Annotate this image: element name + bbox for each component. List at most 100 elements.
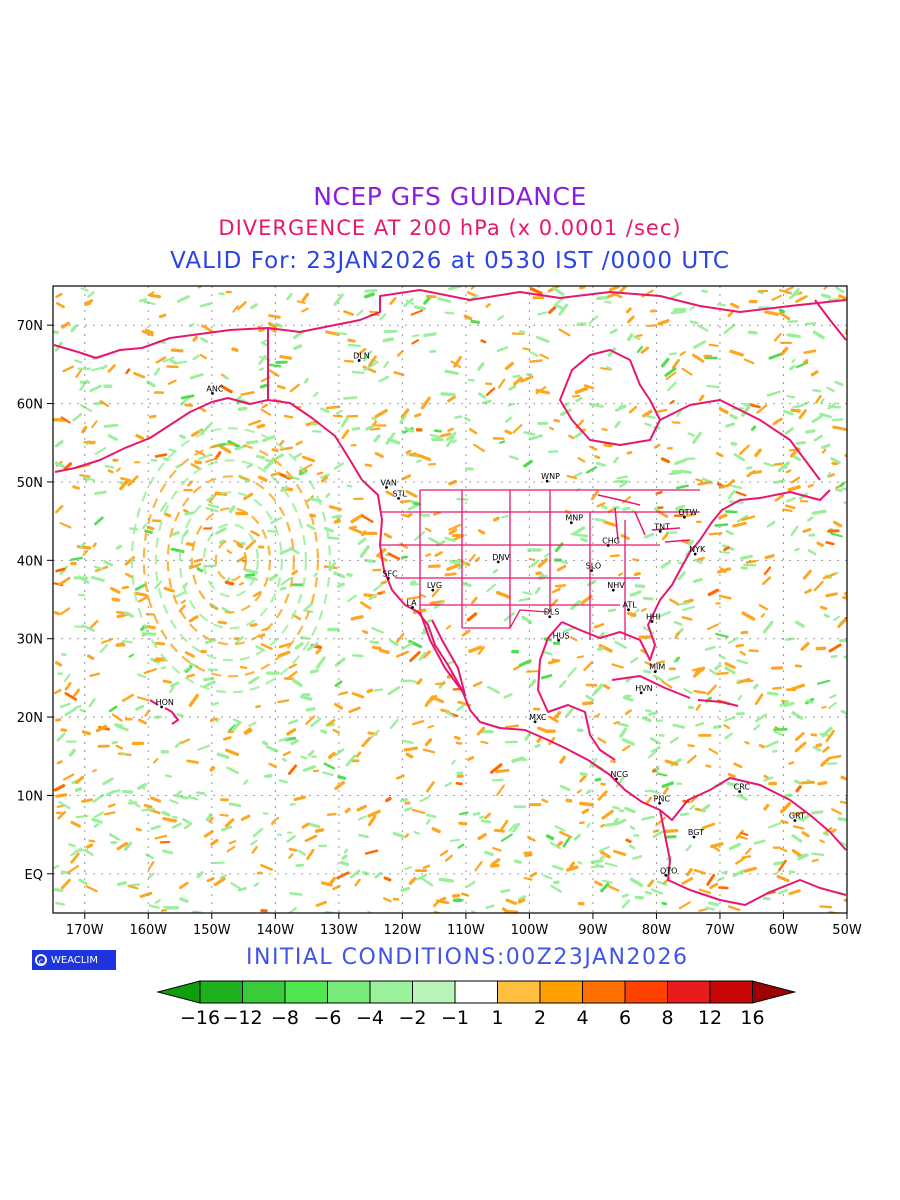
field-streak <box>554 584 567 588</box>
field-streak <box>416 873 428 881</box>
field-streak <box>351 692 365 699</box>
field-streak <box>679 351 686 357</box>
colorbar-box <box>582 980 626 1004</box>
field-streak <box>139 891 153 898</box>
field-streak <box>405 490 418 498</box>
field-streak <box>719 551 731 554</box>
field-streak <box>698 394 705 402</box>
field-streak <box>268 314 281 319</box>
field-streak <box>356 804 368 812</box>
city-dot <box>385 486 388 489</box>
field-streak <box>529 679 537 688</box>
field-streak <box>226 766 240 775</box>
field-streak <box>566 474 578 480</box>
field-streak <box>805 321 817 326</box>
field-streak <box>500 819 509 831</box>
field-streak <box>162 679 172 684</box>
field-streak <box>463 314 473 321</box>
field-streak <box>486 583 497 593</box>
field-streak <box>327 751 336 760</box>
field-streak <box>115 544 122 550</box>
field-streak <box>217 620 227 625</box>
alaska-panhandle <box>267 399 363 481</box>
field-streak <box>562 836 571 848</box>
field-streak <box>537 311 548 316</box>
field-streak <box>186 673 196 678</box>
field-streak <box>708 901 719 907</box>
field-streak <box>405 449 412 454</box>
field-streak <box>492 846 502 852</box>
colorbar-label: −1 <box>441 1007 469 1029</box>
field-streak <box>838 294 847 301</box>
field-streak <box>695 722 705 727</box>
field-streak <box>448 528 458 536</box>
field-streak <box>583 660 594 672</box>
field-streak <box>781 508 793 513</box>
field-streak <box>724 732 734 740</box>
field-streak <box>558 680 567 688</box>
field-streak <box>116 881 128 886</box>
field-streak <box>351 654 364 658</box>
field-streak <box>790 476 801 484</box>
field-streak <box>756 404 768 414</box>
field-streak <box>461 581 472 588</box>
lon-tick-label: 90W <box>578 923 608 938</box>
field-streak <box>393 371 405 377</box>
field-streak <box>480 819 492 824</box>
field-streak <box>55 292 63 299</box>
field-streak <box>679 469 692 475</box>
field-streak <box>832 425 847 431</box>
field-streak <box>116 841 128 851</box>
field-streak <box>357 348 367 356</box>
field-streak <box>424 695 435 708</box>
city-label: HVN <box>635 684 652 693</box>
field-streak <box>378 375 390 383</box>
city-dot <box>615 777 618 781</box>
lat-tick-label: 30N <box>17 633 43 648</box>
field-streak <box>621 737 635 746</box>
field-streak <box>203 830 214 838</box>
field-streak <box>286 293 293 301</box>
field-streak <box>414 413 422 418</box>
field-streak <box>461 892 470 897</box>
field-streak <box>685 513 696 517</box>
field-streak <box>504 909 519 913</box>
field-streak <box>608 885 620 892</box>
field-streak <box>445 660 456 665</box>
field-streak <box>80 287 89 292</box>
field-streak <box>508 384 517 391</box>
field-streak <box>176 713 184 718</box>
field-streak <box>513 859 522 864</box>
field-streak <box>309 669 319 674</box>
field-streak <box>55 302 65 309</box>
swirl-band <box>202 523 259 598</box>
field-streak <box>526 835 536 842</box>
field-streak <box>741 611 756 621</box>
field-streak <box>645 796 653 805</box>
field-streak <box>696 324 709 332</box>
field-streak <box>542 874 553 880</box>
field-streak <box>635 334 643 338</box>
field-streak <box>653 505 660 511</box>
field-streak <box>590 490 599 501</box>
field-streak <box>466 612 478 622</box>
field-streak <box>207 503 220 509</box>
field-streak <box>788 290 801 300</box>
field-streak <box>54 461 65 468</box>
great-lakes <box>597 494 691 543</box>
field-streak <box>774 494 784 502</box>
field-streak <box>416 459 422 463</box>
field-streak <box>369 310 379 314</box>
field-streak <box>664 367 677 377</box>
field-streak <box>764 310 779 316</box>
field-streak <box>649 737 661 745</box>
field-streak <box>135 704 145 711</box>
field-streak <box>219 444 232 454</box>
field-streak <box>534 586 541 595</box>
field-streak <box>446 436 455 448</box>
field-streak <box>777 846 788 853</box>
field-streak <box>599 854 607 860</box>
field-streak <box>230 882 241 890</box>
field-streak <box>175 463 183 469</box>
field-streak <box>194 449 206 457</box>
